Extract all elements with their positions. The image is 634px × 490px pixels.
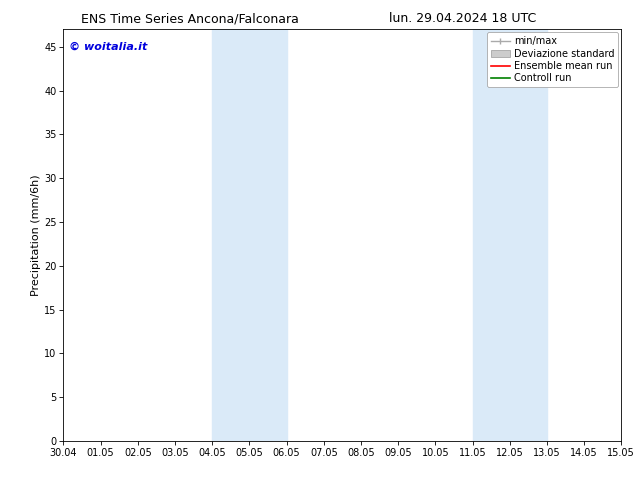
Bar [212, 29, 287, 441]
Text: ENS Time Series Ancona/Falconara: ENS Time Series Ancona/Falconara [81, 12, 299, 25]
Legend: min/max, Deviazione standard, Ensemble mean run, Controll run: min/max, Deviazione standard, Ensemble m… [487, 32, 618, 87]
Text: © woitalia.it: © woitalia.it [69, 42, 147, 52]
Y-axis label: Precipitation (mm/6h): Precipitation (mm/6h) [31, 174, 41, 296]
Bar [472, 29, 547, 441]
Text: lun. 29.04.2024 18 UTC: lun. 29.04.2024 18 UTC [389, 12, 536, 25]
